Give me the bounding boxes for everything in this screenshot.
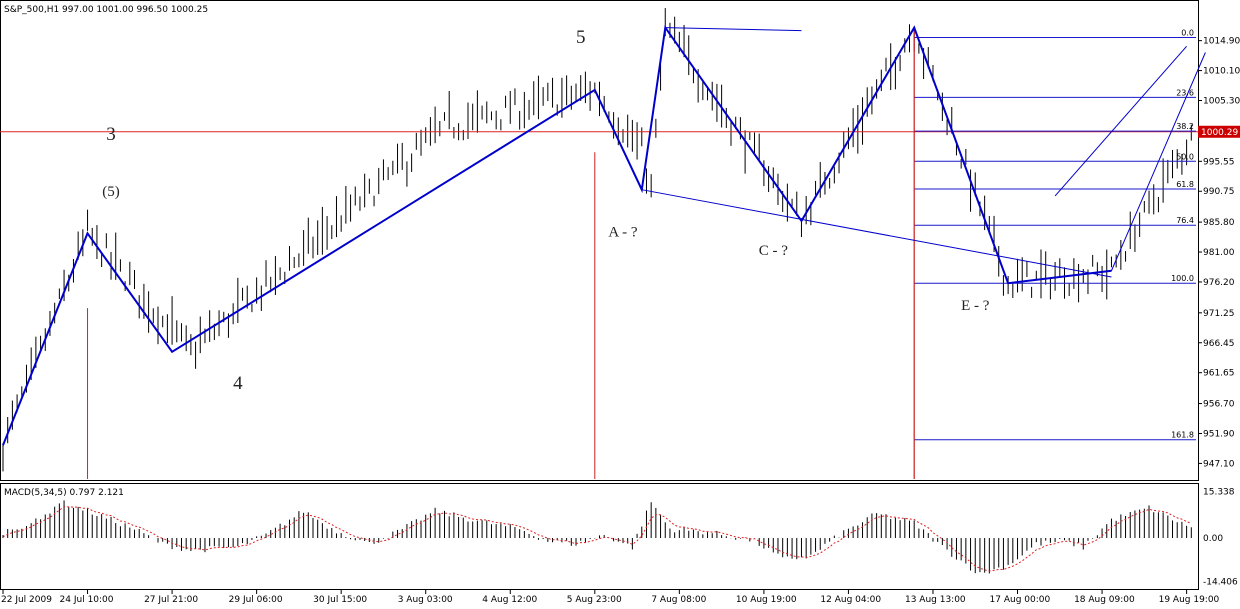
wave-annotation: (5) — [102, 184, 120, 200]
time-tick-label: 27 Jul 21:00 — [144, 595, 198, 605]
trend-line — [1054, 45, 1187, 197]
time-tick-label: 30 Jul 15:00 — [313, 595, 367, 605]
price-tick-label: 951.90 — [1203, 429, 1235, 439]
fib-level-label: 161.8 — [1171, 431, 1194, 440]
macd-tick-label: 0.00 — [1203, 534, 1223, 544]
time-tick-label: 5 Aug 23:00 — [567, 595, 622, 605]
wave-annotation: 5 — [576, 27, 586, 48]
price-tick-label: 971.25 — [1203, 309, 1235, 319]
price-tick-label: 995.55 — [1203, 157, 1235, 167]
time-tick-label: 10 Aug 19:00 — [736, 595, 797, 605]
current-price-label: 1000.29 — [1201, 128, 1238, 138]
time-tick-label: 18 Aug 09:00 — [1074, 595, 1135, 605]
time-tick-label: 29 Jul 06:00 — [229, 595, 283, 605]
elliott-wave-line — [2, 24, 1112, 446]
price-tick-label: 985.80 — [1203, 218, 1235, 228]
price-tick-label: 990.75 — [1203, 187, 1235, 197]
time-tick-label: 17 Aug 00:00 — [990, 595, 1051, 605]
price-tick-label: 1010.10 — [1203, 67, 1240, 77]
price-bars-layer — [2, 8, 1192, 472]
axes-layer: 1014.901010.101005.301000.50995.55990.75… — [1, 37, 1240, 605]
price-tick-label: 966.45 — [1203, 339, 1235, 349]
time-tick-label: 3 Aug 03:00 — [398, 595, 453, 605]
overlays-layer: 0.0 23.6 38.2 50.0 61.8 76.4 100.0 161.8 3 (5) 4 5 A… — [0, 24, 1206, 479]
time-tick-label: 4 Aug 12:00 — [482, 595, 537, 605]
trend-line — [1110, 52, 1206, 271]
fib-level-label: 50.0 — [1176, 152, 1194, 161]
price-tick-label: 956.70 — [1203, 400, 1235, 410]
price-tick-label: 981.00 — [1203, 248, 1235, 258]
time-tick-label: 12 Aug 04:00 — [820, 595, 881, 605]
fib-level-label: 61.8 — [1176, 180, 1194, 189]
macd-tick-label: -14.406 — [1203, 578, 1238, 588]
macd-tick-label: 15.338 — [1203, 488, 1235, 498]
price-tick-label: 1005.30 — [1203, 97, 1240, 107]
trend-line — [665, 27, 802, 32]
time-tick-label: 24 Jul 10:00 — [60, 595, 114, 605]
fib-level-label: 100.0 — [1171, 274, 1194, 283]
macd-signal-line — [2, 506, 1192, 572]
wave-annotation: C - ? — [759, 243, 789, 259]
symbol-header: S&P_500,H1 997.00 1001.00 996.50 1000.25 — [4, 5, 208, 15]
macd-panel-border — [0, 483, 1199, 590]
time-tick-label: 19 Aug 19:00 — [1159, 595, 1220, 605]
fib-level-label: 23.6 — [1176, 88, 1194, 97]
wave-annotation: A - ? — [608, 224, 638, 240]
chart-frame — [0, 0, 1199, 590]
trend-line — [641, 189, 1112, 278]
time-tick-label: 7 Aug 08:00 — [651, 595, 706, 605]
fib-level-label: 38.2 — [1176, 122, 1194, 131]
price-tick-label: 947.10 — [1203, 459, 1235, 469]
fib-level-label: 0.0 — [1181, 29, 1194, 38]
price-tick-label: 1014.90 — [1203, 37, 1240, 47]
price-tick-label: 961.65 — [1203, 369, 1235, 379]
macd-header: MACD(5,34,5) 0.797 2.121 — [4, 488, 124, 498]
wave-annotation: 3 — [106, 124, 116, 145]
current-price-badge — [1198, 125, 1240, 138]
time-tick-label: 22 Jul 2009 — [1, 595, 52, 605]
macd-histogram-layer — [2, 500, 1192, 574]
wave-annotation: E - ? — [961, 298, 990, 314]
main-panel-border — [0, 0, 1199, 481]
price-tick-label: 976.20 — [1203, 278, 1235, 288]
wave-annotation: 4 — [233, 373, 243, 394]
fib-level-label: 76.4 — [1176, 216, 1194, 225]
time-tick-label: 13 Aug 13:00 — [905, 595, 966, 605]
